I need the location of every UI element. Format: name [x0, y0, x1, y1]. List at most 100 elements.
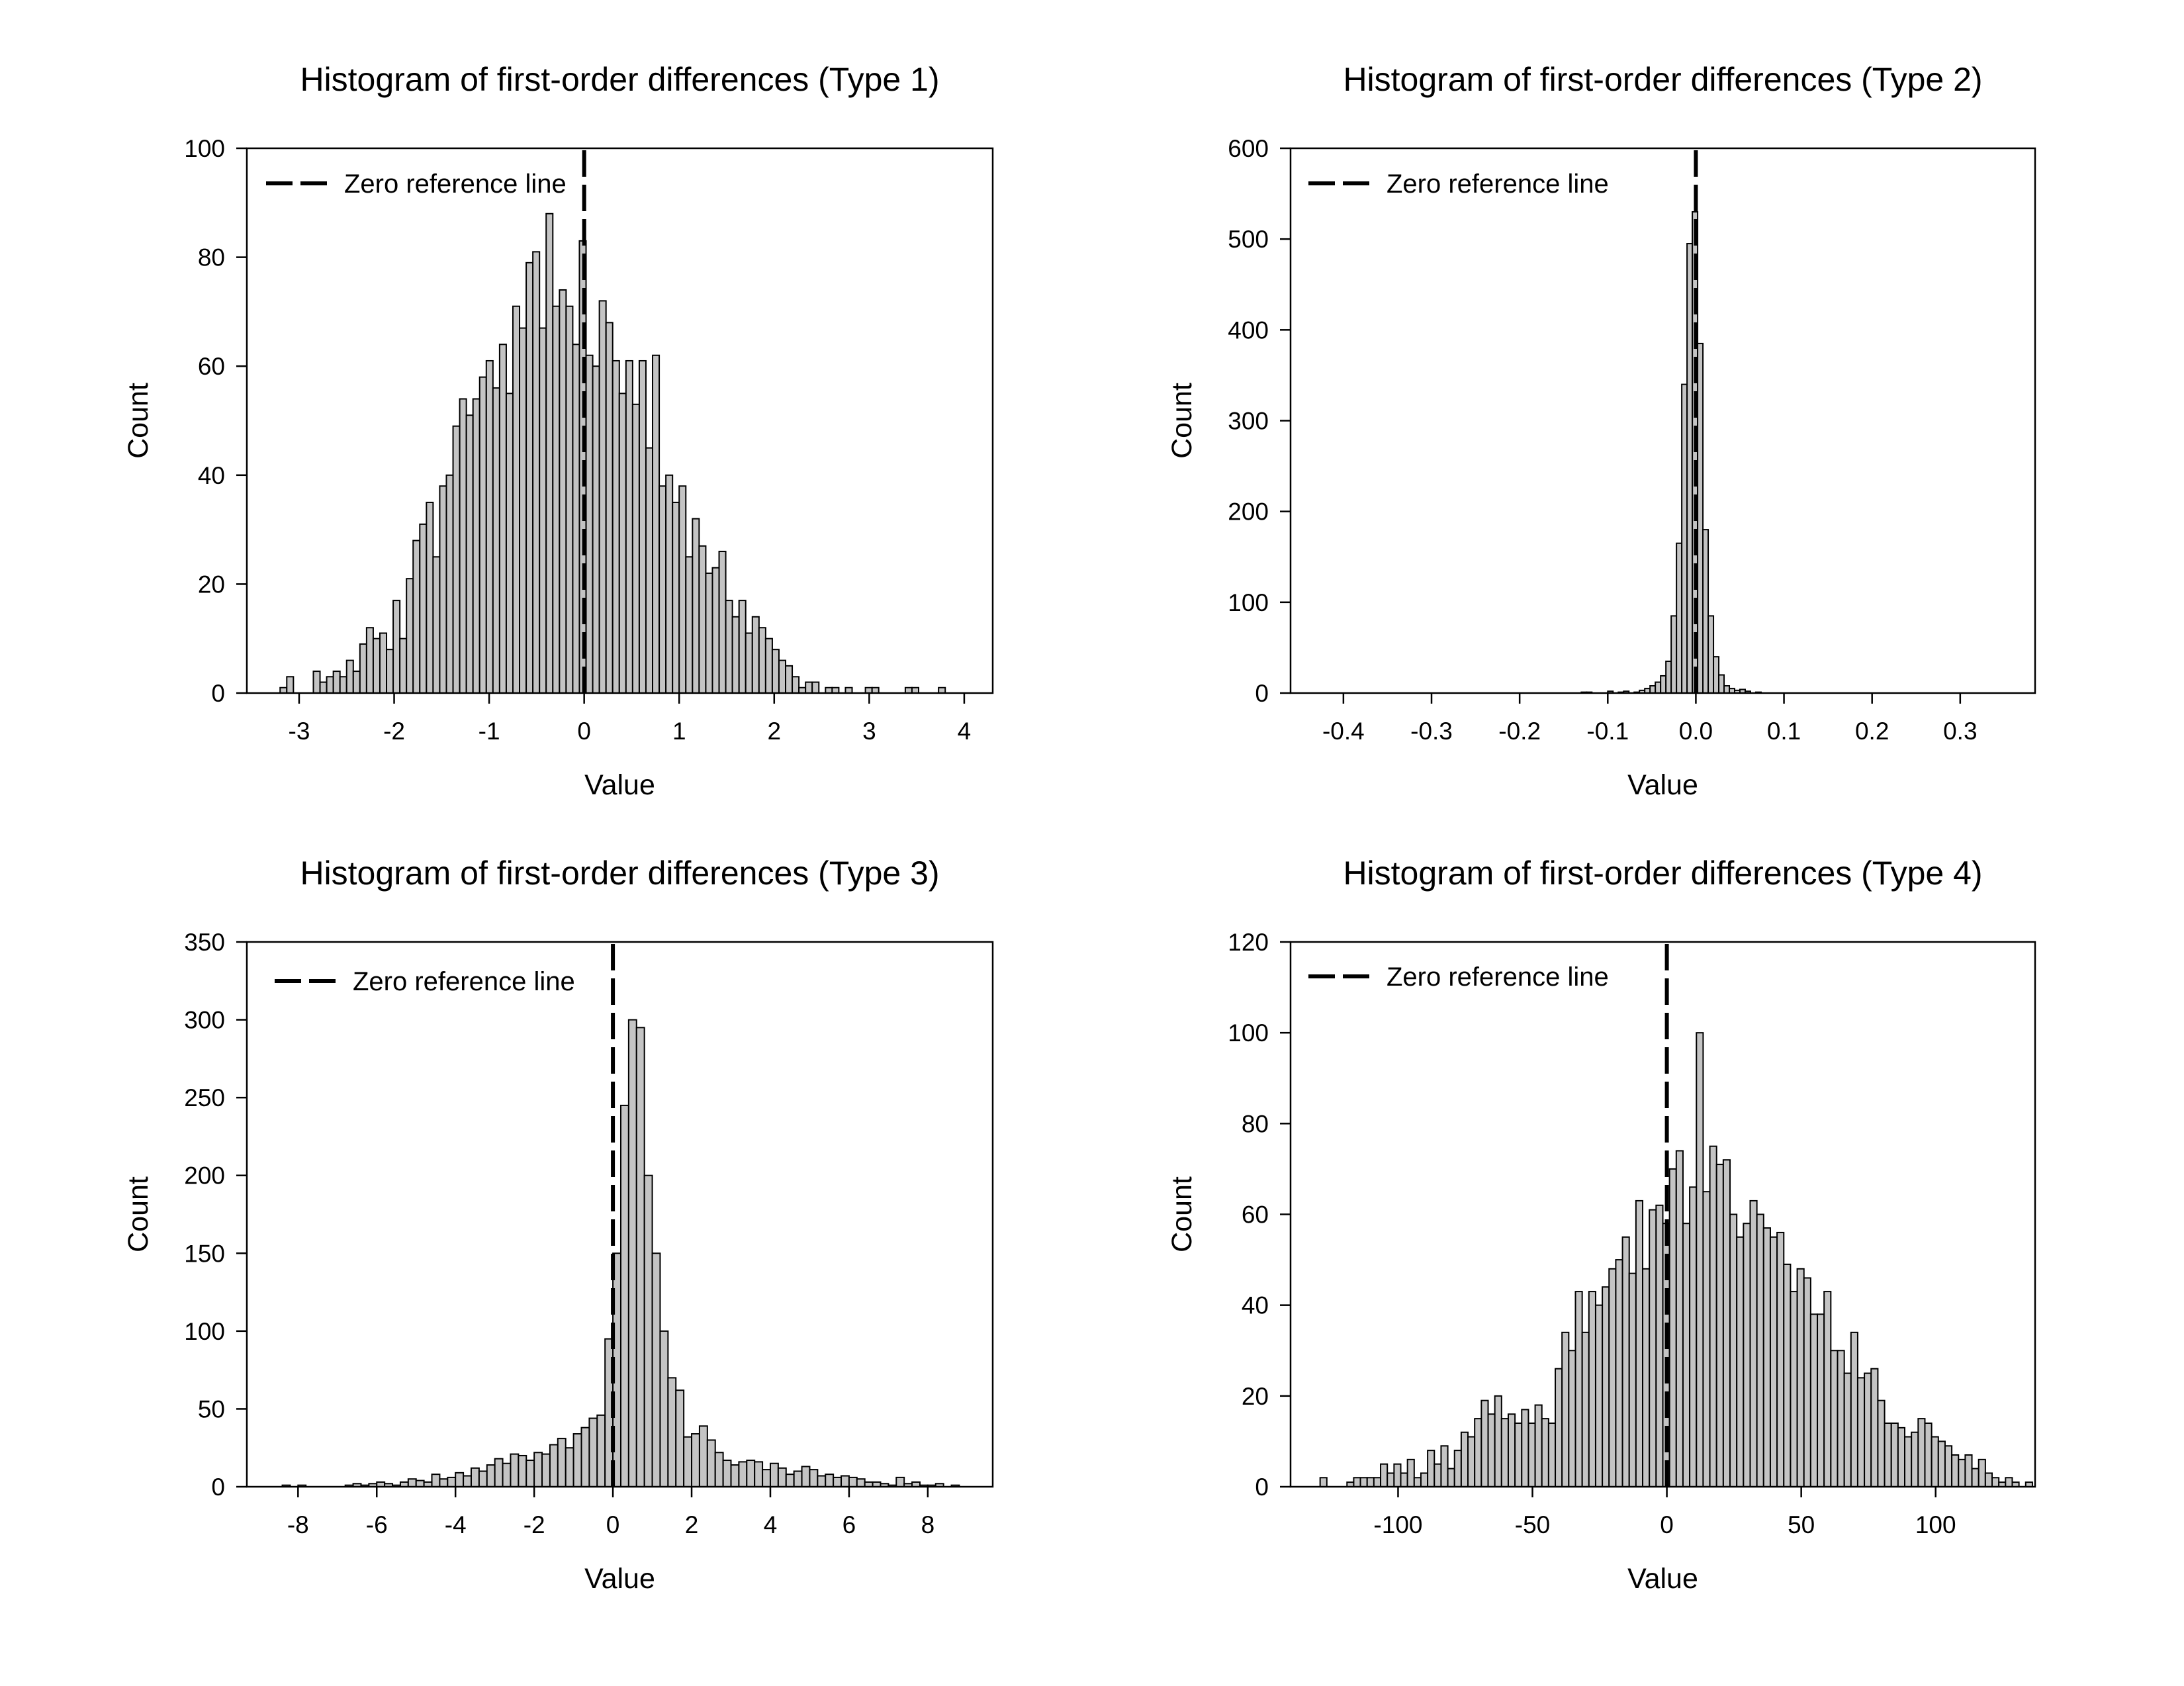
histogram-bar: [1487, 1413, 1496, 1488]
histogram-bar: [1655, 681, 1662, 694]
histogram-bar: [406, 578, 414, 694]
histogram-bar: [588, 1417, 598, 1488]
histogram-bar: [683, 1436, 693, 1487]
histogram-bar: [643, 1174, 653, 1487]
histogram-bar: [379, 632, 388, 694]
histogram-bar: [1440, 1445, 1449, 1488]
x-tick-label: -3: [289, 718, 310, 745]
x-tick-label: -2: [523, 1511, 545, 1538]
histogram-bar: [541, 1453, 551, 1488]
histogram-bar: [1574, 1291, 1583, 1487]
histogram-bar: [459, 398, 467, 694]
histogram-bar: [754, 1461, 764, 1487]
histogram-bar: [1670, 615, 1678, 694]
histogram-bar: [359, 643, 367, 694]
histogram-bar: [777, 1467, 787, 1488]
y-tick-label: 20: [198, 571, 225, 598]
histogram-bar: [659, 485, 667, 694]
x-tick-label: -4: [445, 1511, 467, 1538]
histogram-bar: [1359, 1477, 1368, 1488]
y-tick-label: 0: [211, 680, 225, 707]
histogram-bar: [494, 1458, 504, 1487]
histogram-bar: [672, 501, 680, 694]
histogram-bar: [667, 1377, 677, 1487]
histogram-bar: [1796, 1268, 1805, 1488]
histogram-bar: [1696, 1032, 1704, 1488]
histogram-bar: [472, 398, 480, 694]
histogram-bar: [1709, 1145, 1717, 1488]
histogram-bar: [1380, 1463, 1388, 1487]
chart-panel-type-4: Histogram of first-order differences (Ty…: [1166, 855, 2036, 1595]
y-tick-label: 60: [198, 353, 225, 380]
histogram-bar: [585, 354, 594, 694]
legend: Zero reference line: [1308, 169, 1609, 199]
histogram-bar: [565, 305, 574, 694]
x-tick-label: 4: [764, 1511, 778, 1538]
histogram-bar: [1353, 1477, 1361, 1488]
histogram-bar: [619, 1104, 629, 1487]
histogram-bar: [778, 659, 787, 694]
histogram-bar: [465, 414, 474, 694]
histogram-bar: [1944, 1445, 1953, 1488]
histogram-bar: [407, 1478, 417, 1487]
x-tick-label: 3: [862, 718, 876, 745]
histogram-bar: [1823, 1291, 1832, 1487]
histogram-bar: [856, 1478, 866, 1487]
histogram-bar: [345, 659, 354, 694]
histogram-bar: [1817, 1313, 1825, 1487]
histogram-bar: [386, 649, 394, 694]
histogram-bar: [1762, 1227, 1771, 1487]
y-tick-label: 100: [1228, 1019, 1269, 1047]
histogram-bar: [1715, 1164, 1724, 1488]
histogram-bar: [439, 1478, 449, 1487]
histogram-bar: [539, 327, 547, 694]
histogram-bar: [286, 676, 295, 694]
y-axis-label: Count: [122, 1176, 154, 1252]
y-tick-label: 80: [1242, 1110, 1269, 1137]
x-tick-label: -50: [1515, 1511, 1550, 1538]
histogram-bar: [675, 1389, 685, 1487]
x-tick-label: 8: [921, 1511, 935, 1538]
x-tick-label: 0.0: [1679, 718, 1713, 745]
x-tick-label: -8: [287, 1511, 309, 1538]
histogram-bar: [412, 539, 421, 694]
legend: Zero reference line: [266, 169, 567, 199]
x-tick-label: 0.3: [1943, 718, 1977, 745]
x-axis-label: Value: [1627, 769, 1698, 801]
y-tick-label: 100: [184, 1318, 225, 1345]
histogram-bar: [326, 676, 334, 694]
histogram-bar: [745, 632, 753, 694]
histogram-bar: [1541, 1418, 1549, 1488]
histogram-bar: [706, 1439, 716, 1487]
histogram-bar: [665, 474, 674, 694]
y-tick-label: 500: [1228, 226, 1269, 253]
histogram-bar: [1736, 1236, 1745, 1488]
histogram-bar: [722, 1460, 732, 1488]
histogram-bar: [1668, 1168, 1677, 1488]
plot-frame: [246, 941, 994, 1488]
y-tick-label: 300: [184, 1007, 225, 1034]
y-tick-label: 0: [211, 1474, 225, 1501]
histogram-bar: [841, 1475, 850, 1488]
x-tick-label: 100: [1915, 1511, 1956, 1538]
histogram-bar: [1723, 685, 1731, 694]
histogram-bar: [1655, 1204, 1664, 1488]
histogram-bar: [725, 600, 733, 694]
histogram-bar: [1971, 1468, 1979, 1488]
histogram-bar: [1877, 1399, 1886, 1487]
histogram-bar: [691, 1433, 700, 1488]
histogram-bar: [339, 676, 347, 694]
histogram-bar: [895, 1476, 905, 1487]
histogram-bar: [1951, 1454, 1960, 1487]
histogram-bar: [631, 403, 640, 694]
histogram-bar: [1904, 1436, 1913, 1488]
x-axis-label: Value: [1627, 1563, 1698, 1595]
histogram-bar: [447, 1476, 457, 1487]
histogram-bars: [1580, 211, 1762, 694]
y-tick-label: 50: [198, 1395, 225, 1423]
histogram-bar: [492, 387, 500, 694]
legend-label: Zero reference line: [344, 169, 567, 199]
histogram-bar: [312, 671, 321, 694]
histogram-bar: [399, 637, 408, 694]
histogram-bar: [1958, 1458, 1966, 1488]
